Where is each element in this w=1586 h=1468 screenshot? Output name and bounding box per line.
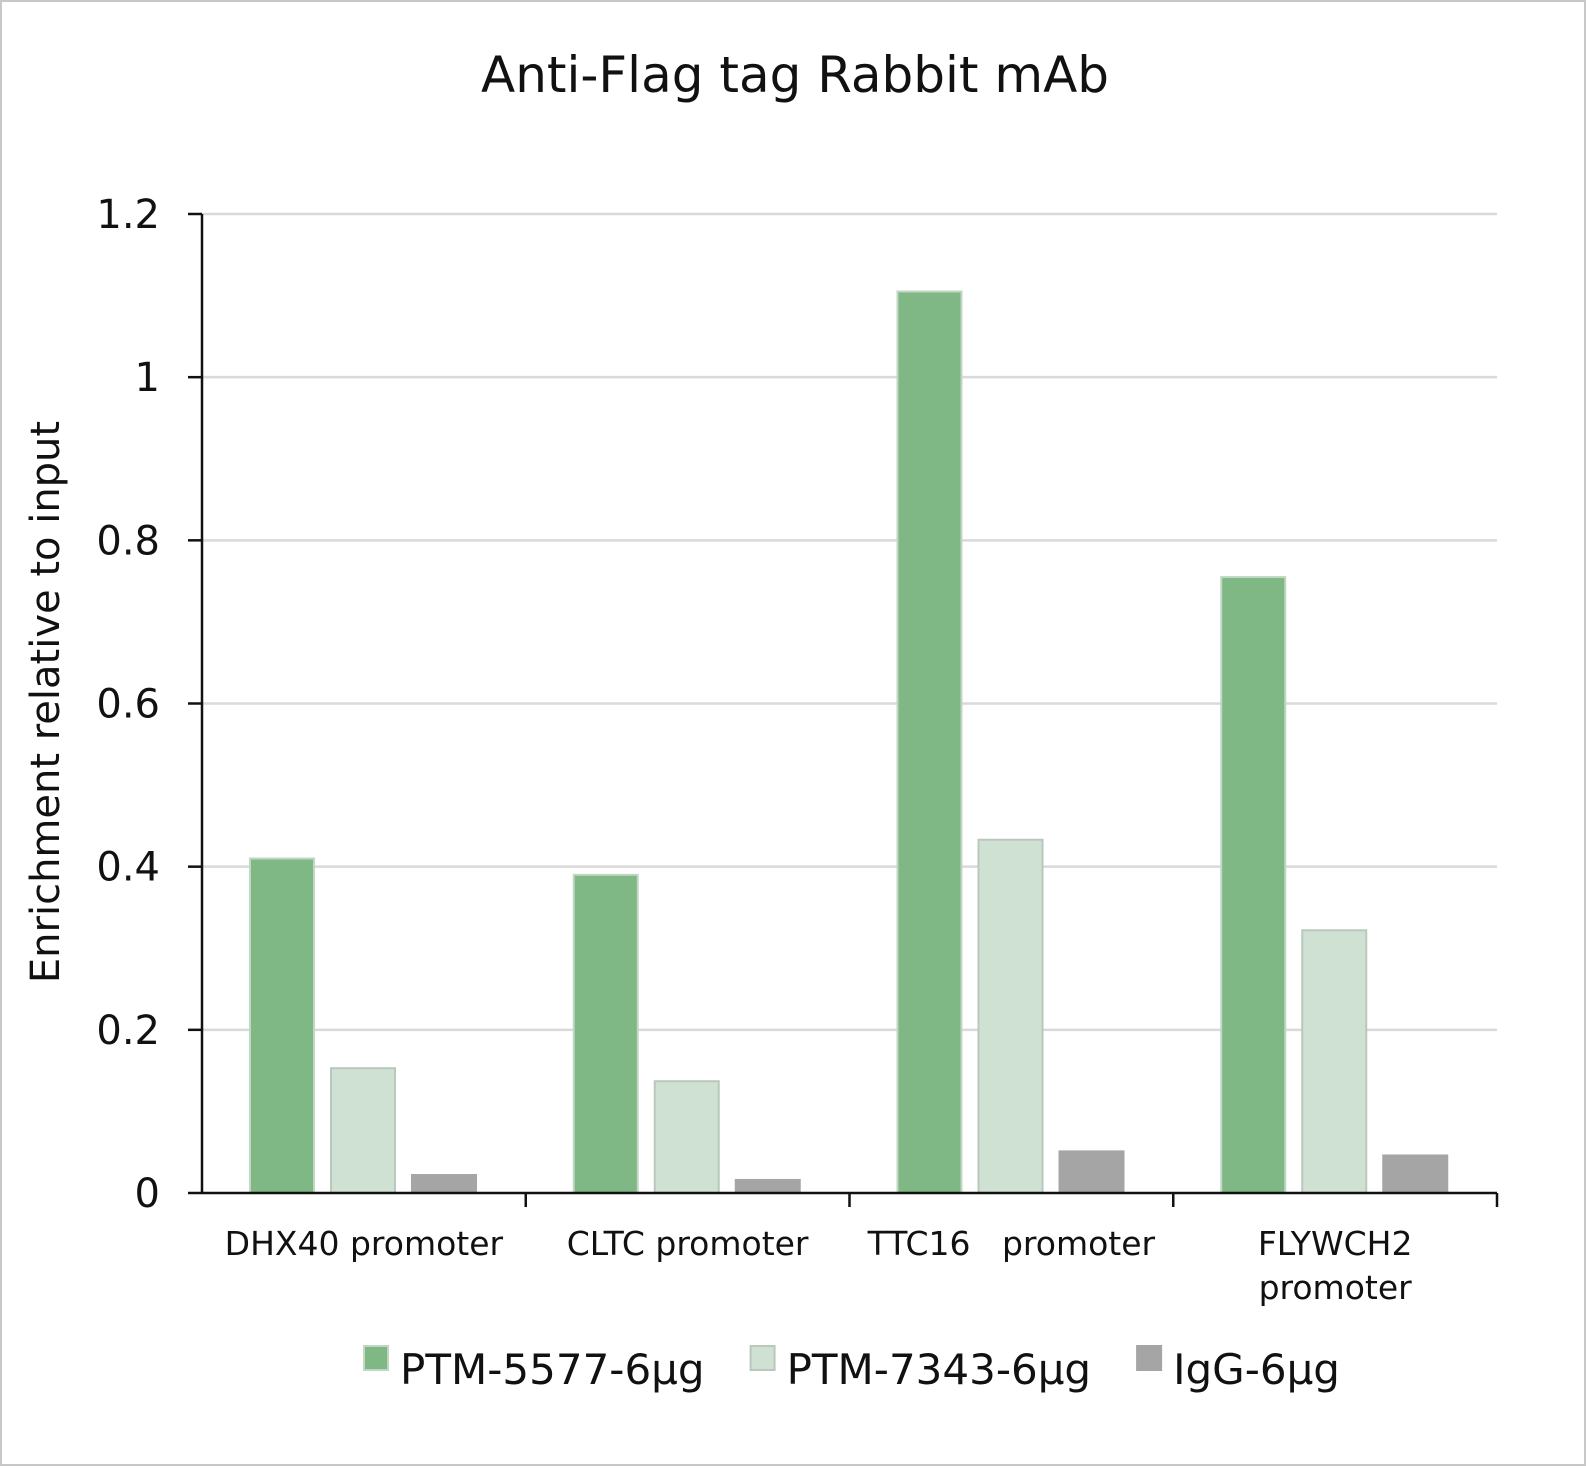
bar [896, 290, 963, 1195]
x-tick-labels: DHX40 promoter CLTC promoter TTC16 promote… [225, 1224, 1413, 1307]
x-tick-label: TTC16 promoter [867, 1224, 1156, 1263]
legend-item: PTM-5577-6μg [363, 1345, 705, 1394]
bar [1382, 1154, 1449, 1195]
legend: PTM-5577-6μg PTM-7343-6μg IgG-6μg [363, 1345, 1340, 1394]
y-tick-label: 1.2 [96, 192, 160, 238]
legend-label: PTM-7343-6μg [787, 1345, 1092, 1394]
x-tick-label-line: DHX40 promoter [225, 1224, 504, 1263]
y-tick-label: 0.2 [96, 1008, 160, 1054]
legend-item: IgG-6μg [1136, 1345, 1340, 1394]
x-tick-label-line: FLYWCH2 [1258, 1224, 1413, 1263]
y-tick-label: 0.8 [96, 518, 160, 564]
bar [1301, 929, 1368, 1195]
y-tick-label: 0 [135, 1171, 160, 1217]
x-tick-label: DHX40 promoter [225, 1224, 504, 1263]
gridlines [202, 212, 1497, 1032]
bar [330, 1067, 396, 1194]
y-axis-label: Enrichment relative to input [23, 421, 69, 983]
bar [1058, 1150, 1125, 1194]
bar [411, 1174, 477, 1194]
bar [249, 857, 315, 1195]
legend-swatch [363, 1345, 390, 1371]
x-tick-label: FLYWCH2 promoter [1258, 1224, 1413, 1307]
legend-label: PTM-5577-6μg [400, 1345, 705, 1394]
bar [734, 1178, 801, 1194]
legend-swatch [1136, 1345, 1163, 1371]
bar [572, 873, 639, 1194]
legend-item: PTM-7343-6μg [749, 1345, 1092, 1394]
legend-swatch [749, 1345, 776, 1371]
chart-title: Anti-Flag tag Rabbit mAb [481, 46, 1109, 104]
x-tick-label: CLTC promoter [567, 1224, 809, 1263]
bar [1220, 576, 1287, 1194]
x-tick-label-line: CLTC promoter [567, 1224, 809, 1263]
x-tick-label-line: TTC16 promoter [867, 1224, 1156, 1263]
y-tick-label: 0.6 [96, 682, 160, 728]
bar [653, 1080, 720, 1194]
bars [249, 290, 1449, 1195]
x-tick-label-line: promoter [1259, 1268, 1413, 1307]
axes [188, 212, 1499, 1207]
y-tick-labels: 0 0.2 0.4 0.6 0.8 1 1.2 [96, 192, 160, 1217]
y-tick-label: 1 [135, 355, 160, 401]
bar [977, 838, 1044, 1194]
y-tick-label: 0.4 [96, 845, 160, 891]
legend-label: IgG-6μg [1173, 1345, 1340, 1394]
